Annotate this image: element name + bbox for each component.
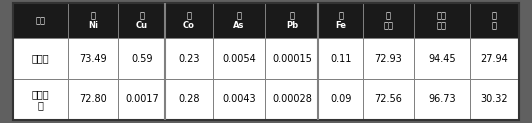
Bar [213,3,265,38]
Text: 94.45: 94.45 [428,54,455,64]
Text: 0.59: 0.59 [131,54,153,64]
Bar [13,79,68,120]
Text: 0.23: 0.23 [178,54,200,64]
Bar [119,79,165,120]
Text: 0.11: 0.11 [330,54,351,64]
Text: 0.00028: 0.00028 [272,94,312,104]
Text: 72.93: 72.93 [375,54,402,64]
Text: 铅
Pb: 铅 Pb [286,11,298,30]
Text: 0.09: 0.09 [330,94,351,104]
Bar [13,38,68,79]
Text: 后
液: 后 液 [492,11,497,30]
Text: 镍回
收率: 镍回 收率 [437,11,447,30]
Bar [68,3,119,38]
Text: 镍
Ni: 镍 Ni [88,11,98,30]
Bar [413,38,470,79]
Bar [318,3,363,38]
Text: 除铜后
液: 除铜后 液 [32,89,49,110]
Bar [68,38,119,79]
Bar [213,38,265,79]
Text: 0.00015: 0.00015 [272,54,312,64]
Bar [318,38,363,79]
Bar [470,79,519,120]
Bar [165,38,213,79]
Bar [265,79,318,120]
Text: 液种: 液种 [36,16,46,25]
Text: 0.0054: 0.0054 [222,54,256,64]
Text: 阳极液: 阳极液 [32,54,49,64]
Bar [413,79,470,120]
Bar [165,3,213,38]
Bar [213,79,265,120]
Bar [68,79,119,120]
Text: 钴
Co: 钴 Co [183,11,195,30]
Bar [413,3,470,38]
Bar [13,3,68,38]
Text: 72.80: 72.80 [79,94,107,104]
Text: 0.0043: 0.0043 [222,94,256,104]
Text: 镍
直收: 镍 直收 [384,11,393,30]
Text: 0.28: 0.28 [178,94,200,104]
Bar [265,38,318,79]
Bar [318,79,363,120]
Text: 30.32: 30.32 [480,94,508,104]
Bar [363,38,413,79]
Bar [119,3,165,38]
Bar [470,3,519,38]
Text: 铜
Cu: 铜 Cu [136,11,148,30]
Bar [363,79,413,120]
Bar [363,3,413,38]
Text: 73.49: 73.49 [79,54,107,64]
Text: 96.73: 96.73 [428,94,455,104]
Text: 0.0017: 0.0017 [125,94,159,104]
Text: 铁
Fe: 铁 Fe [335,11,346,30]
Bar [470,38,519,79]
Bar [265,3,318,38]
Text: 27.94: 27.94 [480,54,508,64]
Bar [165,79,213,120]
Bar [119,38,165,79]
Text: 72.56: 72.56 [375,94,402,104]
Text: 砷
As: 砷 As [234,11,245,30]
